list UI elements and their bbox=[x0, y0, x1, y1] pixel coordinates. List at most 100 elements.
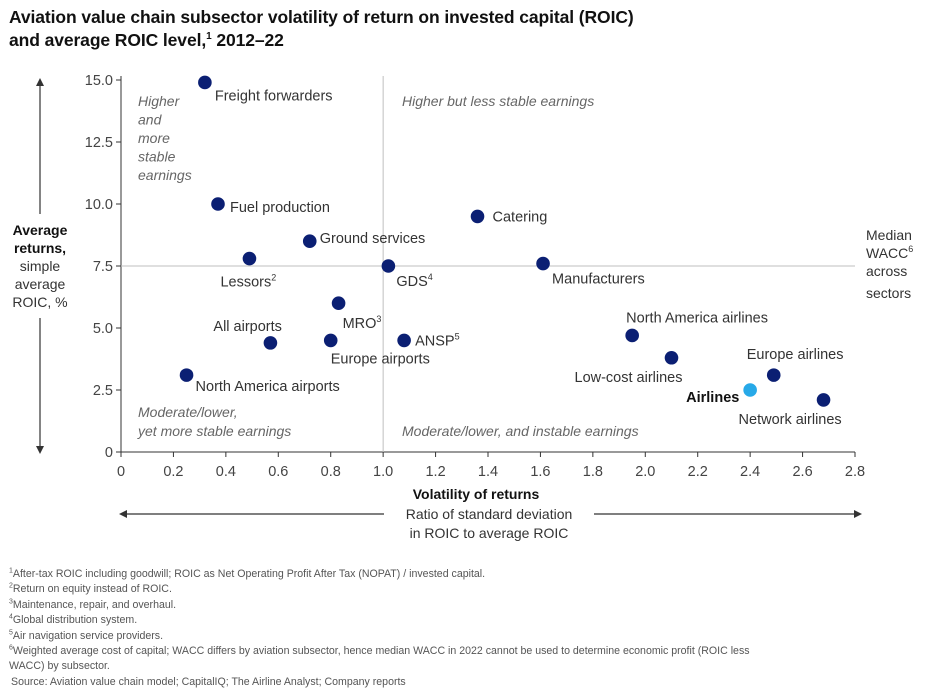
data-point-label: MRO3 bbox=[343, 314, 382, 332]
y-axis-label: average bbox=[15, 276, 66, 292]
data-point-label: Fuel production bbox=[230, 200, 330, 216]
quadrant-label-bottom-right: Moderate/lower, and instable earnings bbox=[402, 423, 639, 439]
x-tick-label: 0.6 bbox=[268, 464, 288, 480]
data-point bbox=[179, 368, 194, 382]
x-tick-label: 2.2 bbox=[688, 464, 708, 480]
y-tick-label: 0 bbox=[105, 445, 113, 461]
data-point bbox=[766, 368, 781, 382]
quadrant-label-bottom-left: Moderate/lower, bbox=[138, 404, 238, 420]
x-tick-label: 1.2 bbox=[425, 464, 445, 480]
footnote-text: Weighted average cost of capital; WACC d… bbox=[12, 645, 750, 658]
y-tick-label: 2.5 bbox=[93, 383, 113, 399]
footnote-text: Global distribution system. bbox=[12, 614, 138, 627]
y-tick-label: 15.0 bbox=[85, 73, 113, 89]
data-point-label: All airports bbox=[213, 319, 282, 335]
data-point bbox=[470, 209, 485, 224]
y-axis-label-bold: Average bbox=[13, 222, 68, 238]
footnote-marker: 4 bbox=[9, 613, 13, 621]
data-point-label: North America airports bbox=[196, 379, 340, 395]
footnote-text: WACC) by subsector. bbox=[9, 660, 110, 673]
data-point bbox=[331, 296, 346, 311]
footnote-marker: 2 bbox=[9, 582, 13, 590]
data-point-label: Manufacturers bbox=[552, 272, 645, 288]
data-point-label: North America airlines bbox=[626, 310, 768, 326]
x-tick-label: 2.6 bbox=[792, 464, 812, 480]
data-point bbox=[397, 333, 411, 348]
data-point bbox=[263, 336, 278, 350]
data-point-label: Europe airlines bbox=[747, 347, 844, 363]
data-point-label: Ground services bbox=[320, 231, 426, 247]
x-tick-label: 1.6 bbox=[530, 464, 550, 480]
data-point-label: Lessors2 bbox=[220, 273, 276, 291]
footnote-text: Return on equity instead of ROIC. bbox=[12, 583, 172, 596]
data-point bbox=[302, 234, 317, 248]
data-point-label: Europe airports bbox=[331, 351, 430, 367]
title-years: 2012–22 bbox=[211, 30, 284, 50]
footnote-marker: 6 bbox=[9, 644, 13, 652]
data-point-label: Catering bbox=[493, 209, 548, 225]
x-tick-label: 1.8 bbox=[583, 464, 603, 480]
source-note: Source: Aviation value chain model; Capi… bbox=[11, 675, 406, 688]
y-tick-label: 10.0 bbox=[85, 197, 113, 213]
footnote: 2Return on equity instead of ROIC. bbox=[9, 582, 750, 597]
data-point bbox=[664, 350, 679, 365]
x-tick-label: 0.2 bbox=[163, 464, 183, 480]
title-line-2: and average ROIC level,1 2012–22 bbox=[9, 29, 634, 52]
title-line-2-text: and average ROIC level, bbox=[9, 30, 207, 50]
footnote: 4Global distribution system. bbox=[9, 613, 750, 628]
data-point-label: ANSP5 bbox=[415, 331, 460, 349]
x-axis-label: in ROIC to average ROIC bbox=[410, 525, 569, 541]
chart-title: Aviation value chain subsector volatilit… bbox=[9, 6, 634, 52]
quadrant-label-top-left: earnings bbox=[138, 167, 192, 183]
title-footnote-marker: 1 bbox=[206, 31, 212, 43]
data-point-label: GDS4 bbox=[396, 272, 432, 290]
footnote-list: 1After-tax ROIC including goodwill; ROIC… bbox=[9, 567, 750, 675]
footnote-text: Maintenance, repair, and overhaul. bbox=[12, 598, 177, 611]
quadrant-label-top-left: and bbox=[138, 112, 163, 128]
median-wacc-label: sectors bbox=[866, 285, 911, 301]
x-tick-label: 1.4 bbox=[478, 464, 498, 480]
data-point bbox=[743, 383, 757, 397]
data-point-label: Freight forwarders bbox=[215, 88, 333, 104]
data-point bbox=[625, 328, 639, 343]
footnote: WACC) by subsector. bbox=[9, 659, 750, 674]
footnote: 5Air navigation service providers. bbox=[9, 629, 750, 644]
data-point bbox=[381, 259, 396, 273]
data-point bbox=[211, 197, 225, 211]
x-tick-label: 1.0 bbox=[373, 464, 393, 480]
footnote-text: After-tax ROIC including goodwill; ROIC … bbox=[12, 568, 486, 580]
x-tick-label: 2.0 bbox=[635, 464, 655, 480]
data-point-label: Network airlines bbox=[739, 412, 842, 428]
median-wacc-label: across bbox=[866, 263, 907, 279]
footnote: 6Weighted average cost of capital; WACC … bbox=[9, 644, 750, 659]
footnote: 1After-tax ROIC including goodwill; ROIC… bbox=[9, 567, 750, 582]
quadrant-label-top-left: more bbox=[138, 130, 170, 146]
footnote-text: Air navigation service providers. bbox=[12, 629, 164, 642]
x-tick-label: 0.4 bbox=[216, 464, 236, 480]
footnote: 3Maintenance, repair, and overhaul. bbox=[9, 598, 750, 613]
data-point bbox=[198, 75, 212, 90]
x-tick-label: 2.4 bbox=[740, 464, 760, 480]
data-point-label: Airlines bbox=[686, 390, 739, 406]
median-wacc-label: Median bbox=[866, 227, 912, 243]
x-tick-label: 0.8 bbox=[321, 464, 341, 480]
y-tick-label: 12.5 bbox=[85, 135, 113, 151]
x-tick-label: 0 bbox=[117, 464, 125, 480]
y-axis-label: simple bbox=[20, 258, 61, 274]
data-point-label: Low-cost airlines bbox=[575, 370, 683, 386]
footnotes: 1After-tax ROIC including goodwill; ROIC… bbox=[9, 567, 750, 690]
data-point bbox=[323, 333, 338, 348]
quadrant-label-top-left: Higher bbox=[138, 93, 181, 109]
title-line-1: Aviation value chain subsector volatilit… bbox=[9, 7, 634, 27]
footnote-marker: 1 bbox=[9, 567, 13, 575]
data-point bbox=[536, 256, 550, 271]
footnote-marker: 3 bbox=[9, 598, 13, 606]
x-axis-label: Ratio of standard deviation bbox=[406, 506, 573, 522]
data-point bbox=[242, 251, 257, 266]
quadrant-label-bottom-left: yet more stable earnings bbox=[137, 423, 291, 439]
x-axis-label-bold: Volatility of returns bbox=[413, 486, 540, 502]
x-tick-label: 2.8 bbox=[845, 464, 865, 480]
y-axis-label-bold: returns, bbox=[14, 240, 66, 256]
y-tick-label: 5.0 bbox=[93, 321, 113, 337]
